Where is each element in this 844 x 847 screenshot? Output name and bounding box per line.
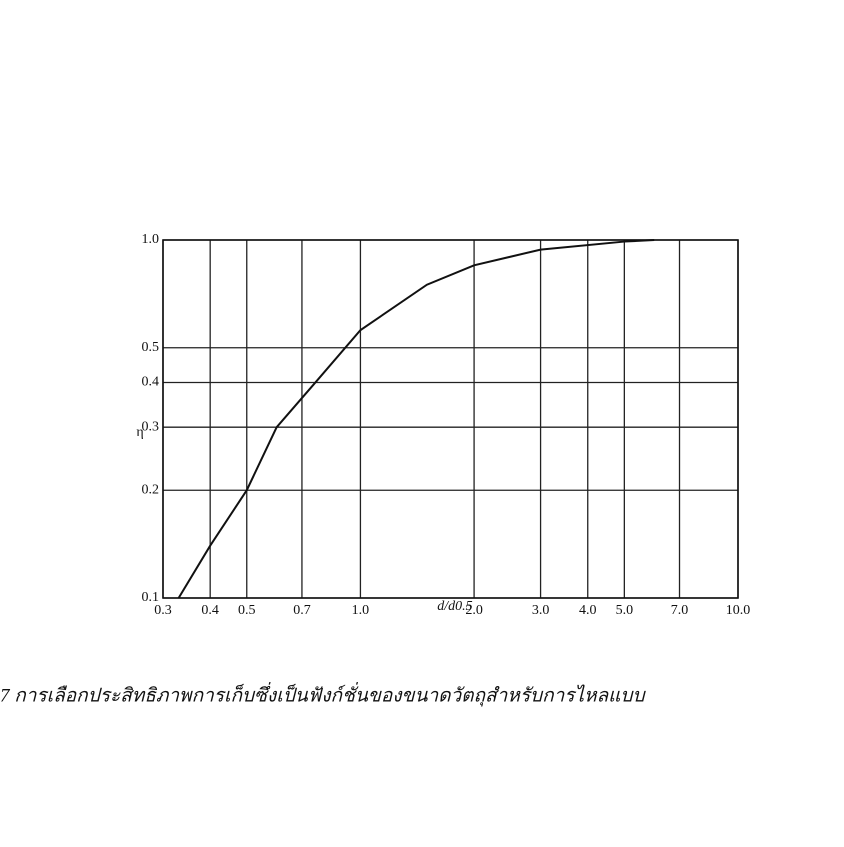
x-tick-label: 5.0 bbox=[616, 603, 634, 618]
x-tick-label: 7.0 bbox=[671, 603, 689, 618]
y-axis-label: η bbox=[136, 425, 143, 440]
x-tick-label: 4.0 bbox=[579, 603, 597, 618]
curve bbox=[177, 239, 655, 599]
x-tick-label: 0.4 bbox=[201, 603, 219, 618]
y-tick-label: 0.1 bbox=[142, 590, 160, 605]
y-tick-label: 0.4 bbox=[142, 375, 160, 390]
y-tick-label: 0.3 bbox=[142, 419, 160, 434]
caption: 7 การเลือกประสิทธิภาพการเก็บซึ่งเป็นฟังก… bbox=[0, 681, 646, 706]
x-tick-label: 3.0 bbox=[532, 603, 550, 618]
x-tick-label: 2.0 bbox=[465, 603, 483, 618]
x-tick-label: 1.0 bbox=[352, 603, 370, 618]
x-tick-label: 0.3 bbox=[154, 603, 172, 618]
y-tick-label: 1.0 bbox=[142, 232, 160, 247]
x-tick-label: 10.0 bbox=[726, 603, 751, 618]
y-tick-label: 0.2 bbox=[142, 482, 160, 497]
x-tick-label: 0.5 bbox=[238, 603, 256, 618]
plot-frame bbox=[162, 239, 739, 599]
y-tick-label: 0.5 bbox=[142, 340, 160, 355]
x-tick-label: 0.7 bbox=[293, 603, 311, 618]
x-axis-label: d/d0.5 bbox=[437, 599, 472, 614]
